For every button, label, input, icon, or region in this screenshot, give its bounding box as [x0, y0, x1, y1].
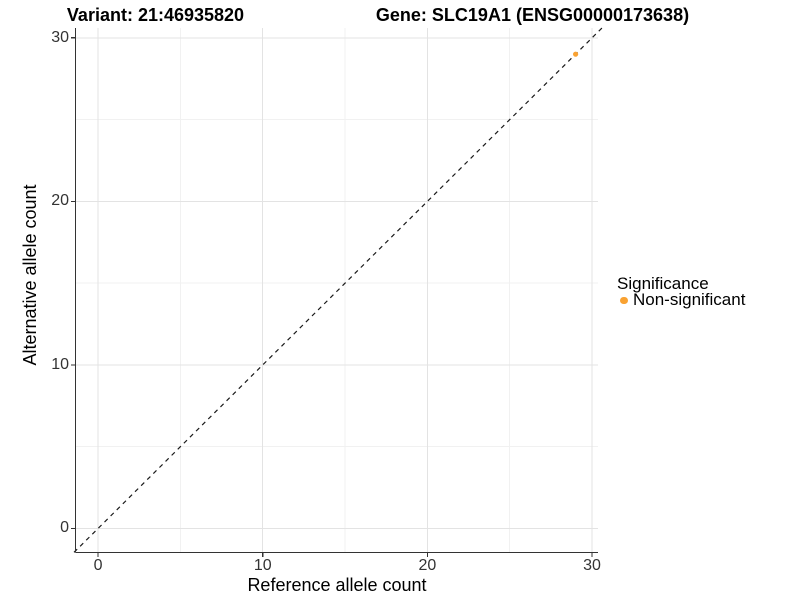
data-point	[573, 51, 579, 57]
x-tick-label: 30	[583, 557, 601, 574]
x-tick-label: 0	[93, 557, 103, 574]
y-tick-label: 20	[51, 192, 69, 210]
x-axis-title: Reference allele count	[247, 575, 427, 595]
y-tick-label: 0	[60, 519, 69, 537]
x-tick-label: 10	[253, 557, 272, 574]
y-tick-label: 10	[51, 355, 69, 373]
identity-dashed-line	[73, 26, 604, 553]
legend-key-dot-icon	[620, 296, 628, 304]
legend-item-label: Non-significant	[633, 290, 746, 309]
x-tick-label: 20	[418, 557, 437, 574]
plot-title-variant: Variant: 21:46935820	[66, 5, 245, 25]
y-axis-title: Alternative allele count	[20, 184, 40, 366]
plot-title-gene: Gene: SLC19A1 (ENSG00000173638)	[375, 5, 690, 25]
legend-title: Significance	[617, 274, 709, 293]
y-tick-label: 30	[51, 28, 69, 46]
